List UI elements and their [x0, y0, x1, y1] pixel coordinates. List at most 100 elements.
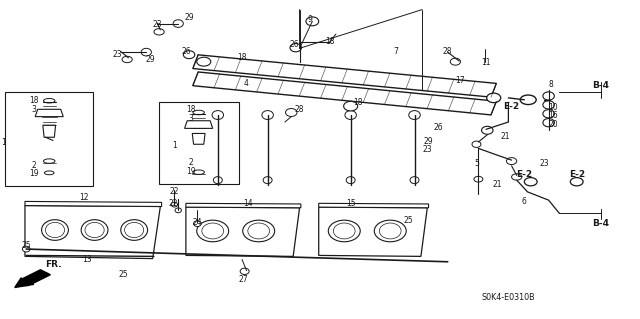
Ellipse shape — [543, 101, 554, 109]
Ellipse shape — [410, 177, 419, 184]
Text: S0K4-E0310B: S0K4-E0310B — [481, 293, 535, 302]
Ellipse shape — [44, 159, 55, 163]
Ellipse shape — [474, 176, 483, 182]
Ellipse shape — [333, 223, 355, 239]
Bar — [159, 102, 239, 184]
Text: 15: 15 — [346, 199, 355, 208]
Text: 11: 11 — [481, 58, 491, 67]
Text: 16: 16 — [548, 111, 558, 120]
Ellipse shape — [543, 110, 554, 118]
Bar — [5, 92, 93, 186]
Ellipse shape — [409, 111, 420, 120]
Ellipse shape — [285, 108, 297, 116]
Text: 23: 23 — [152, 20, 162, 29]
Ellipse shape — [193, 170, 204, 174]
Text: 18: 18 — [237, 53, 247, 62]
Text: 20: 20 — [548, 120, 558, 129]
Text: 2: 2 — [189, 158, 193, 167]
Ellipse shape — [263, 177, 272, 184]
Text: 6: 6 — [522, 197, 527, 206]
Text: 14: 14 — [244, 199, 253, 208]
Text: E-2: E-2 — [504, 102, 520, 111]
Ellipse shape — [122, 56, 132, 63]
Text: 2: 2 — [31, 161, 36, 170]
Ellipse shape — [524, 178, 537, 186]
Text: 25: 25 — [118, 270, 128, 279]
Ellipse shape — [81, 220, 108, 240]
Ellipse shape — [121, 220, 148, 240]
Polygon shape — [186, 203, 301, 208]
Text: 1: 1 — [172, 141, 177, 150]
Text: 22: 22 — [170, 187, 179, 197]
Ellipse shape — [511, 174, 522, 180]
Text: 4: 4 — [244, 79, 249, 88]
Ellipse shape — [125, 222, 144, 238]
Ellipse shape — [451, 58, 461, 65]
Ellipse shape — [570, 178, 583, 186]
Ellipse shape — [374, 220, 406, 242]
Ellipse shape — [183, 51, 195, 59]
Ellipse shape — [212, 111, 223, 120]
Ellipse shape — [520, 95, 536, 105]
Text: 19: 19 — [186, 167, 196, 176]
Text: 28: 28 — [295, 105, 304, 114]
Polygon shape — [319, 207, 428, 256]
Ellipse shape — [193, 110, 204, 115]
Text: 17: 17 — [456, 76, 465, 85]
Ellipse shape — [172, 202, 177, 207]
Ellipse shape — [506, 158, 516, 165]
Text: 19: 19 — [29, 169, 38, 178]
Polygon shape — [25, 205, 161, 259]
Ellipse shape — [85, 222, 104, 238]
Text: 29: 29 — [146, 55, 156, 64]
Text: B-4: B-4 — [593, 81, 609, 90]
Ellipse shape — [306, 17, 319, 26]
Text: 26: 26 — [290, 40, 300, 49]
Text: 21: 21 — [500, 132, 510, 141]
Text: 3: 3 — [31, 105, 36, 114]
Ellipse shape — [240, 268, 249, 274]
Text: 1: 1 — [1, 137, 6, 146]
Ellipse shape — [141, 48, 152, 56]
Ellipse shape — [344, 101, 358, 111]
Text: 18: 18 — [186, 105, 196, 114]
Text: 18: 18 — [353, 99, 363, 108]
Ellipse shape — [213, 177, 222, 184]
Text: 25: 25 — [403, 216, 413, 225]
Text: 3: 3 — [189, 114, 193, 123]
Ellipse shape — [248, 223, 269, 239]
Text: 5: 5 — [474, 159, 479, 168]
Text: 7: 7 — [393, 47, 398, 56]
Ellipse shape — [193, 221, 201, 226]
Ellipse shape — [173, 20, 183, 27]
Text: 29: 29 — [424, 137, 433, 145]
Ellipse shape — [486, 93, 500, 103]
Text: 25: 25 — [21, 241, 31, 250]
Ellipse shape — [543, 119, 554, 127]
Text: 23: 23 — [113, 50, 122, 59]
Ellipse shape — [175, 208, 181, 213]
Text: B-4: B-4 — [593, 219, 609, 228]
Ellipse shape — [243, 220, 275, 242]
Text: 24: 24 — [193, 218, 202, 227]
Ellipse shape — [345, 111, 356, 120]
Text: 23: 23 — [540, 159, 550, 168]
Polygon shape — [193, 55, 497, 97]
Ellipse shape — [346, 177, 355, 184]
Text: 12: 12 — [79, 193, 88, 202]
Polygon shape — [186, 207, 300, 256]
Ellipse shape — [543, 92, 554, 100]
Text: 26: 26 — [181, 47, 191, 56]
Text: FR.: FR. — [45, 260, 61, 270]
Ellipse shape — [328, 220, 360, 242]
Ellipse shape — [22, 246, 30, 252]
Text: E-2: E-2 — [569, 170, 585, 179]
Text: 10: 10 — [548, 103, 558, 112]
Text: 9: 9 — [308, 15, 313, 24]
FancyArrow shape — [15, 270, 51, 287]
Text: E-2: E-2 — [516, 170, 532, 179]
Ellipse shape — [45, 222, 65, 238]
Text: 8: 8 — [549, 80, 554, 89]
Polygon shape — [193, 72, 497, 115]
Ellipse shape — [202, 223, 223, 239]
